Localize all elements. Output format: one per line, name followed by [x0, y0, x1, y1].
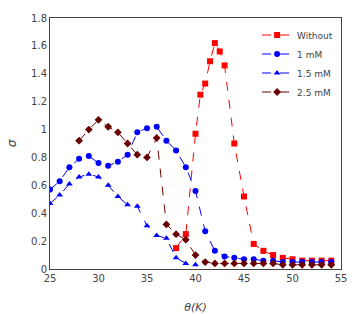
- svg-text:1 mM: 1 mM: [297, 50, 322, 60]
- svg-text:1.4: 1.4: [31, 68, 47, 79]
- svg-text:55: 55: [335, 273, 348, 284]
- svg-text:0.6: 0.6: [31, 180, 47, 191]
- svg-text:30: 30: [92, 273, 105, 284]
- svg-text:Without: Without: [297, 31, 333, 41]
- svg-text:0: 0: [41, 264, 47, 275]
- svg-text:1.8: 1.8: [31, 13, 47, 24]
- svg-text:σ: σ: [5, 139, 19, 147]
- svg-text:0.2: 0.2: [31, 236, 47, 247]
- svg-text:1.6: 1.6: [31, 40, 47, 51]
- svg-text:45: 45: [238, 273, 251, 284]
- svg-text:25: 25: [44, 273, 57, 284]
- svg-text:0.4: 0.4: [31, 208, 47, 219]
- svg-text:0.8: 0.8: [31, 152, 47, 163]
- svg-text:θ(K): θ(K): [184, 301, 207, 314]
- svg-text:1.5 mM: 1.5 mM: [297, 69, 331, 79]
- svg-text:1: 1: [41, 124, 47, 135]
- svg-text:35: 35: [141, 273, 154, 284]
- svg-text:1.2: 1.2: [31, 96, 47, 107]
- svg-text:50: 50: [286, 273, 299, 284]
- svg-text:2.5 mM: 2.5 mM: [297, 88, 331, 98]
- svg-text:40: 40: [189, 273, 202, 284]
